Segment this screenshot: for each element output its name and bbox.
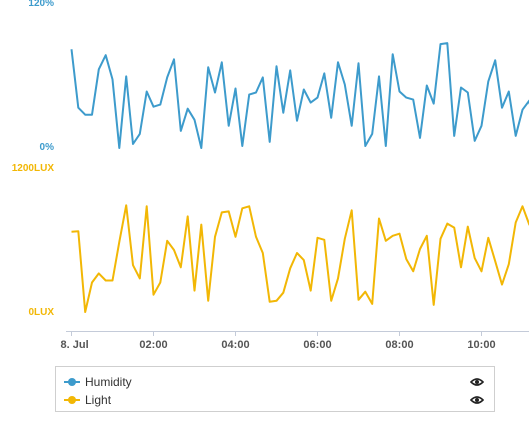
eye-icon[interactable] — [470, 393, 484, 407]
legend-marker-light — [64, 395, 80, 405]
light-series-line — [71, 204, 529, 313]
humidity-y-min-label: 0% — [40, 142, 55, 153]
x-tick-label: 8. Jul — [61, 339, 89, 351]
legend: Humidity Light — [55, 366, 495, 412]
legend-item-humidity[interactable]: Humidity — [64, 374, 132, 390]
x-tick-label: 10:00 — [467, 339, 495, 351]
x-tick-label: 02:00 — [139, 339, 167, 351]
x-tick-label: 04:00 — [221, 339, 249, 351]
legend-label-humidity: Humidity — [85, 375, 132, 389]
legend-label-light: Light — [85, 393, 112, 407]
eye-icon[interactable] — [470, 375, 484, 389]
legend-marker-humidity — [64, 377, 80, 387]
light-y-max-label: 1200LUX — [12, 163, 55, 174]
x-tick-label: 08:00 — [385, 339, 413, 351]
legend-item-light[interactable]: Light — [64, 392, 111, 408]
humidity-y-max-label: 120% — [28, 0, 54, 9]
light-y-min-label: 0LUX — [28, 307, 54, 318]
x-tick-label: 06:00 — [303, 339, 331, 351]
humidity-series-line — [70, 42, 529, 149]
